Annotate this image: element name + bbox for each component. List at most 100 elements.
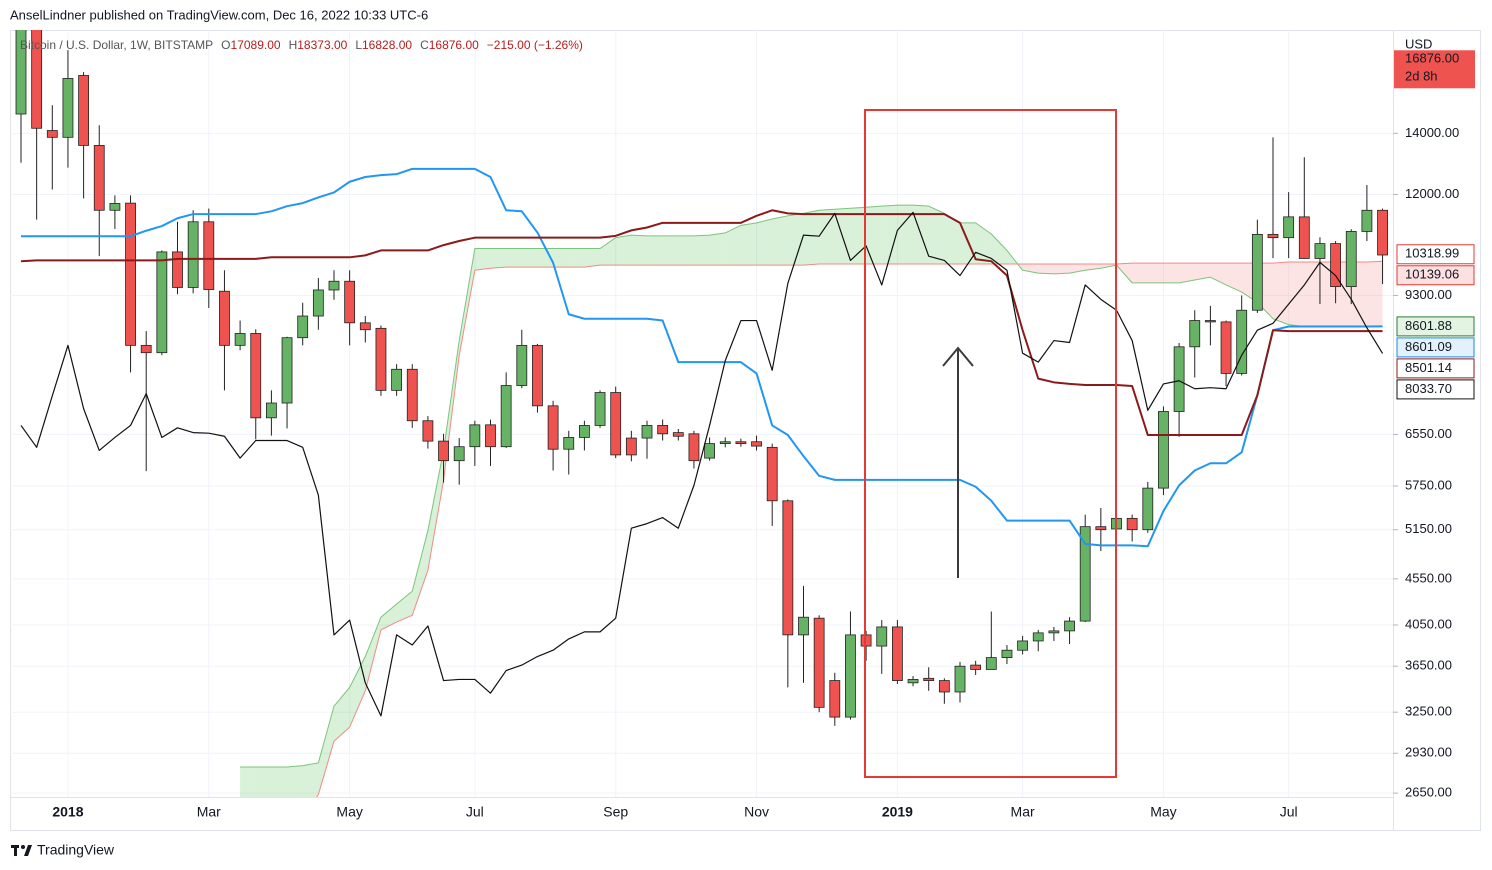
legend-value: 18373.00 [297,38,347,52]
candle-body [1377,209,1388,256]
candle-body [532,344,543,407]
y-tick-label: 5750.00 [1405,477,1452,492]
candle-body [1330,243,1341,288]
legend-value: 17089.00 [231,38,281,52]
candle-body [422,420,434,442]
candle-body [672,432,684,437]
candle-body [938,680,950,693]
cloud-fill [803,210,820,266]
candle-body [547,405,559,450]
cloud-fill [787,213,804,266]
cloud-fill [991,234,1007,264]
x-tick-label: 2018 [52,804,83,820]
candle-body [751,441,762,447]
x-tick-label: Jul [1280,804,1298,820]
candle-body [281,337,293,404]
cloud-fill [756,218,773,266]
y-tick-label: 12000.00 [1405,186,1459,201]
candle-body [328,280,340,291]
cloud-fill [928,206,945,264]
candle-body [344,280,356,324]
cloud-fill [521,248,538,268]
candle-body [719,441,731,444]
y-tick-label: 14000.00 [1405,125,1459,140]
y-tick-label: 2930.00 [1405,745,1452,760]
cloud-fill [678,235,694,266]
candle-body [610,392,622,456]
candle-body [641,425,653,439]
price-tag [1396,358,1475,379]
candle-body [172,251,183,288]
candle-body [93,145,105,211]
candle-body [203,221,215,290]
candle-body [688,433,700,462]
candle-body [453,446,465,462]
cloud-fill [1366,261,1383,327]
annotations [864,109,1117,778]
y-tick-label: 3650.00 [1405,658,1452,673]
candle-body [1236,309,1248,374]
cloud-fill [850,207,867,264]
price-tag-label: 8033.70 [1405,381,1452,396]
candle-body [829,680,841,718]
candle-body [1126,517,1138,531]
candle-body [516,344,528,386]
candle-body [391,368,403,391]
cloud-fill [568,248,585,268]
candle-body [140,344,152,354]
y-tick-label: 4550.00 [1405,570,1452,585]
cloud-fill [584,248,601,268]
price-tag-label: 10318.99 [1405,246,1459,261]
attribution: AnselLindner published on TradingView.co… [10,7,428,22]
candle-body [156,251,168,354]
axis-unit: USD [1405,36,1432,51]
cloud-fill [819,209,835,264]
candle-body [594,392,606,426]
indicator-line [20,211,1384,717]
price-tag [1396,265,1475,286]
price-tag [1396,379,1475,400]
y-tick-label: 3250.00 [1405,704,1452,719]
cloud-fill [647,235,663,266]
candle-body [78,75,89,146]
candle-body [798,616,809,636]
candle-body [125,202,136,346]
cloud-fill [615,235,632,266]
cloud-fill [1147,263,1164,283]
candle-body [1048,630,1060,634]
price-tag [1396,337,1475,358]
candle-body [1283,216,1295,239]
candle-body [375,327,387,391]
legend: Bitcoin / U.S. Dollar, 1W, BITSTAMP O1708… [20,38,583,52]
arrow-head [942,346,974,367]
candle-body [657,425,669,435]
candle-body [234,333,246,346]
candle-body [469,424,481,448]
candle-body [219,290,230,346]
cloud-fill [1304,261,1320,327]
cloud-fill [365,617,381,691]
cloud-fill [349,656,366,728]
x-tick-label: Jul [466,804,484,820]
candle-body [845,634,856,718]
x-tick-label: Sep [603,804,628,820]
legend-key: H [289,38,298,52]
candle-body [1298,216,1310,259]
candle-body [500,385,512,448]
legend-key: L [355,38,362,52]
candle-body [31,30,43,129]
logo-slash [24,845,32,856]
y-tick-label: 6550.00 [1405,426,1452,441]
cloud-fill [1179,263,1195,283]
candle-body [625,437,637,456]
candle-body [297,315,309,339]
indicator-line [21,167,1383,548]
candle-body [1251,233,1263,311]
cloud-fill [334,687,350,742]
cloud-fill [427,450,444,571]
candle-body [1345,231,1357,288]
price-tag [1396,244,1475,265]
cloud-fill [553,248,569,268]
candle-body [563,437,575,450]
